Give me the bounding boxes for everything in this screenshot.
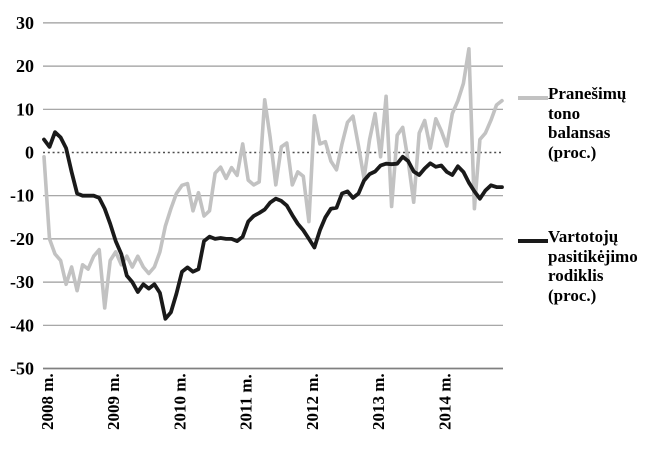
y-tick-label: 10 [16,99,34,119]
x-tick-label: 2008 m. [38,373,57,430]
y-tick-label: 0 [25,143,34,163]
y-tick-label: -10 [10,186,34,206]
y-tick-label: -50 [10,359,34,379]
x-tick-label: 2014 m. [435,373,454,430]
x-tick-label: 2009 m. [104,373,123,430]
y-tick-label: -20 [10,229,34,249]
x-tick-label: 2012 m. [303,373,322,430]
y-tick-label: -30 [10,272,34,292]
x-tick-label: 2011 m. [237,374,256,430]
y-tick-label: -40 [10,315,34,335]
y-tick-label: 20 [16,56,34,76]
x-tick-label: 2010 m. [170,373,189,430]
series-line-vartotoju-pasitikejimo-rodiklis [42,130,504,321]
series-line-pranesimu-tono-balansas [42,46,504,310]
x-tick-label: 2013 m. [369,373,388,430]
y-tick-label: 30 [16,13,34,33]
